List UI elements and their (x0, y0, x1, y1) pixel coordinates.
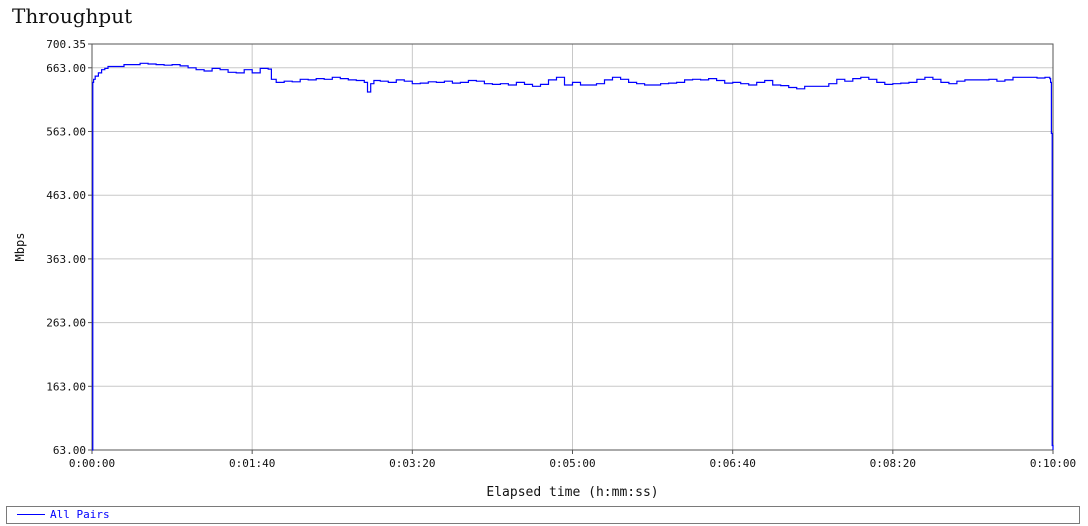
y-tick-label: 700.35 (46, 38, 86, 51)
x-tick-label: 0:03:20 (389, 457, 435, 470)
x-tick-label: 0:00:00 (69, 457, 115, 470)
y-tick-label: 463.00 (46, 189, 86, 202)
y-tick-label: 363.00 (46, 253, 86, 266)
y-axis-label: Mbps (13, 233, 27, 262)
y-tick-label: 263.00 (46, 317, 86, 330)
y-tick-label: 163.00 (46, 380, 86, 393)
throughput-chart: 63.00 163.00 263.00 363.00 463.00 563.00 663.0… (13, 38, 1076, 500)
legend: All Pairs (6, 506, 1080, 524)
x-tick-label: 0:01:40 (229, 457, 275, 470)
series-line-all-pairs (92, 62, 1054, 451)
chart-title: Throughput (12, 4, 133, 28)
y-tick-label: 563.00 (46, 125, 86, 138)
x-tick-label: 0:10:00 (1030, 457, 1076, 470)
x-axis-label: Elapsed time (h:mm:ss) (486, 485, 658, 500)
y-tick-label: 663.00 (46, 62, 86, 75)
legend-label-all-pairs: All Pairs (50, 508, 110, 521)
x-tick-label: 0:08:20 (870, 457, 916, 470)
legend-swatch-all-pairs (17, 514, 45, 515)
x-tick-label: 0:05:00 (549, 457, 595, 470)
x-tick-label: 0:06:40 (709, 457, 755, 470)
y-tick-label: 63.00 (53, 444, 86, 457)
